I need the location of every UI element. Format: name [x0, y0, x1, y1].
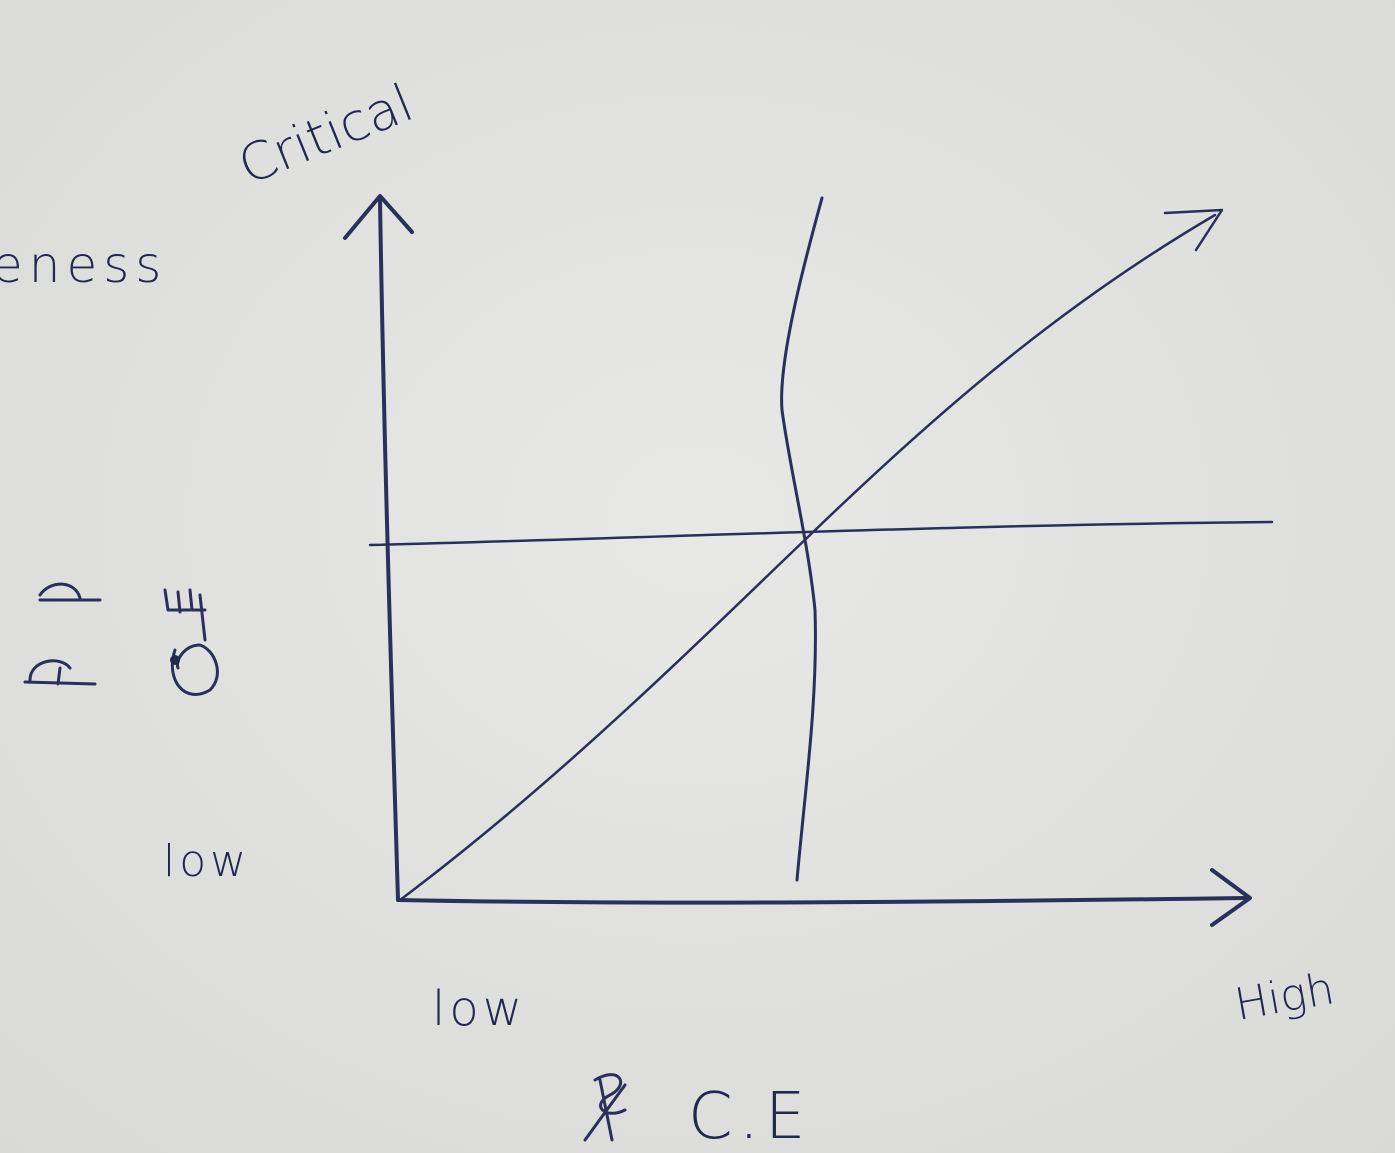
y-low-label: low — [163, 836, 250, 887]
x-low-label: low — [432, 981, 526, 1037]
y-axis-name: eness — [0, 236, 167, 294]
paper — [0, 0, 1395, 1153]
page: Critical eness low low High C.E (() => {… — [0, 0, 1395, 1153]
sketch: Critical eness low low High C.E — [0, 0, 1395, 1153]
x-axis-name: C.E — [688, 1080, 811, 1153]
scribble-dot — [170, 655, 180, 665]
